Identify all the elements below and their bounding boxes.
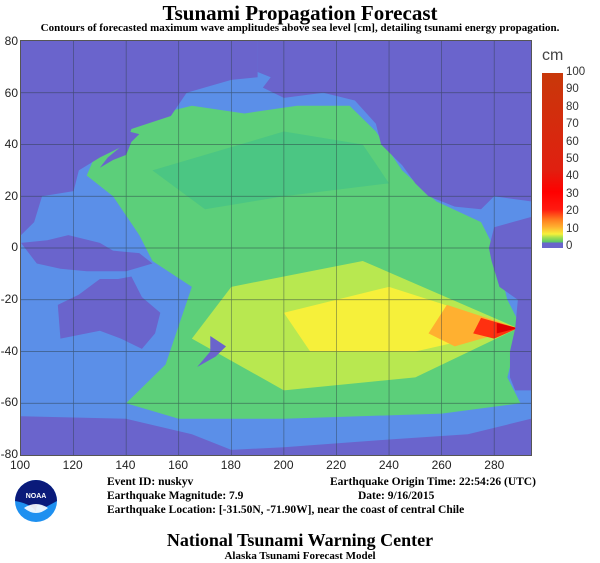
x-tick-label: 200 bbox=[273, 458, 294, 472]
y-tick-label: 40 bbox=[4, 137, 18, 152]
land-asia bbox=[21, 41, 258, 236]
colorbar-tick-label: 0 bbox=[566, 240, 573, 252]
y-tick-label: 60 bbox=[4, 85, 18, 100]
x-tick-label: 120 bbox=[62, 458, 83, 472]
svg-text:NOAA: NOAA bbox=[26, 493, 47, 500]
y-tick-label: 80 bbox=[4, 34, 18, 48]
colorbar-tick-label: 100 bbox=[566, 66, 586, 78]
x-tick-label: 260 bbox=[431, 458, 452, 472]
x-tick-label: 160 bbox=[168, 458, 189, 472]
wave-orange-zone bbox=[428, 304, 518, 347]
x-tick-label: 140 bbox=[115, 458, 136, 472]
map-title: Tsunami Propagation Forecast bbox=[162, 1, 438, 25]
y-tick-label: -60 bbox=[0, 395, 18, 410]
wave-peak bbox=[496, 323, 518, 334]
event-date: Date: 9/16/2015 bbox=[358, 490, 435, 502]
wave-low-zone-2 bbox=[152, 131, 390, 210]
colorbar-tick-label: 40 bbox=[566, 170, 579, 183]
colorbar-unit: cm bbox=[542, 47, 564, 64]
x-tick-label: 100 bbox=[9, 458, 31, 472]
colorbar bbox=[542, 73, 563, 248]
footer-model: Alaska Tsunami Forecast Model bbox=[224, 550, 376, 562]
y-tick-label: -20 bbox=[0, 292, 18, 306]
colorbar-tick-label: 30 bbox=[566, 187, 579, 200]
x-tick-label: 240 bbox=[378, 458, 399, 472]
event-id: Event ID: nuskyv bbox=[107, 476, 194, 488]
tsunami-map bbox=[20, 40, 532, 456]
colorbar-tick-label: 60 bbox=[566, 135, 579, 148]
colorbar-tick-label: 10 bbox=[566, 222, 579, 235]
land-north-america bbox=[257, 41, 531, 210]
land-antarctica bbox=[21, 416, 531, 455]
colorbar-tick-label: 70 bbox=[566, 118, 579, 131]
land-indonesia bbox=[21, 235, 153, 272]
x-tick-label: 280 bbox=[484, 458, 505, 472]
x-tick-label: 220 bbox=[326, 458, 347, 472]
colorbar-tick-label: 20 bbox=[566, 205, 579, 218]
earthquake-location: Earthquake Location: [-31.50N, -71.90W],… bbox=[107, 504, 465, 516]
y-tick-label: -80 bbox=[0, 446, 18, 461]
y-tick-label: 0 bbox=[11, 240, 18, 255]
colorbar-tick-label: 80 bbox=[566, 100, 579, 113]
footer-org: National Tsunami Warning Center bbox=[166, 530, 434, 550]
origin-time: Earthquake Origin Time: 22:54:26 (UTC) bbox=[330, 476, 536, 488]
wave-red-zone bbox=[473, 317, 518, 339]
land-japan bbox=[99, 131, 140, 168]
colorbar-tick-label: 50 bbox=[566, 153, 579, 165]
y-tick-label: 20 bbox=[4, 188, 18, 203]
earthquake-magnitude: Earthquake Magnitude: 7.9 bbox=[107, 490, 244, 502]
y-tick-label: -40 bbox=[0, 343, 18, 358]
colorbar-tick-label: 90 bbox=[566, 83, 579, 96]
grid-lines bbox=[21, 41, 531, 455]
map-subtitle: Contours of forecasted maximum wave ampl… bbox=[40, 22, 560, 34]
land-south-america bbox=[488, 216, 531, 391]
x-tick-label: 180 bbox=[220, 458, 241, 472]
noaa-logo: NOAA bbox=[15, 480, 57, 522]
land-australia bbox=[57, 276, 161, 349]
